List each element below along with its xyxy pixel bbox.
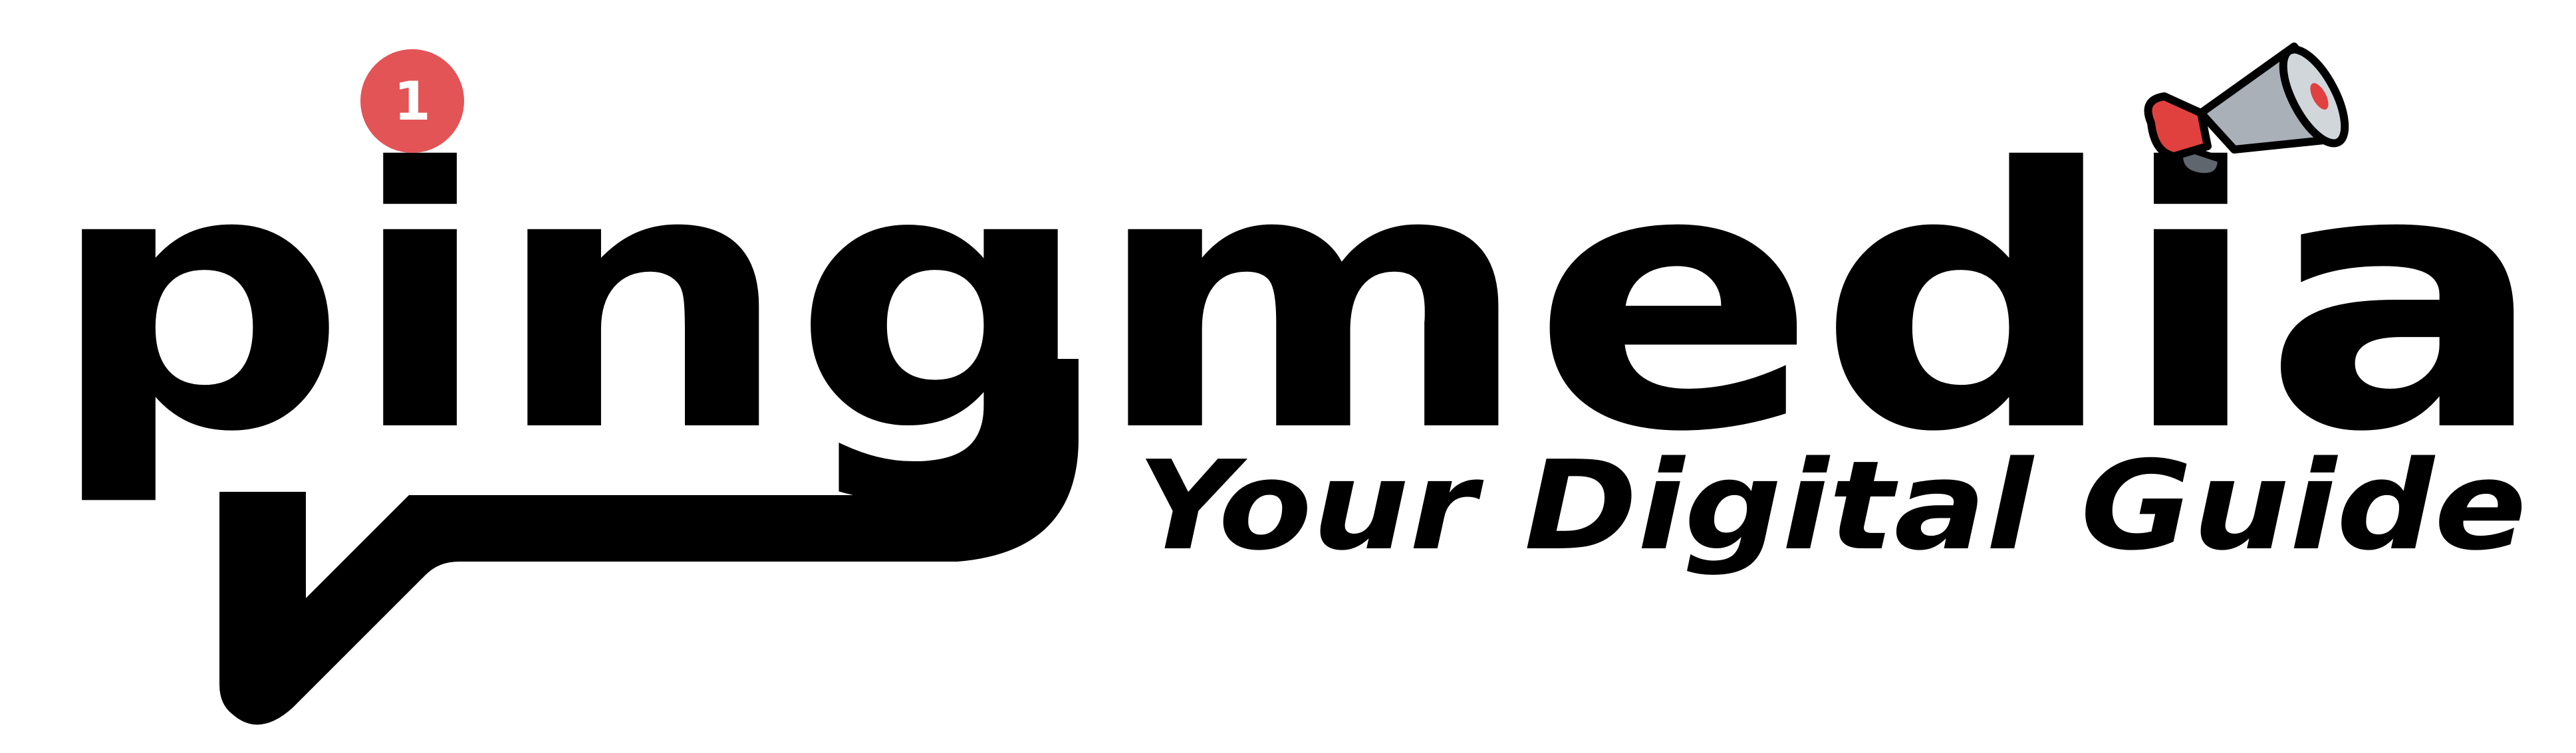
brand-wordmark: pingmedia <box>47 93 2547 510</box>
tagline: Your Digital Guide <box>1137 434 2527 578</box>
notification-badge-icon: 1 <box>360 49 464 153</box>
notification-count: 1 <box>394 70 431 132</box>
speech-bubble-tail-icon <box>219 359 1079 725</box>
megaphone-icon <box>2144 43 2349 180</box>
